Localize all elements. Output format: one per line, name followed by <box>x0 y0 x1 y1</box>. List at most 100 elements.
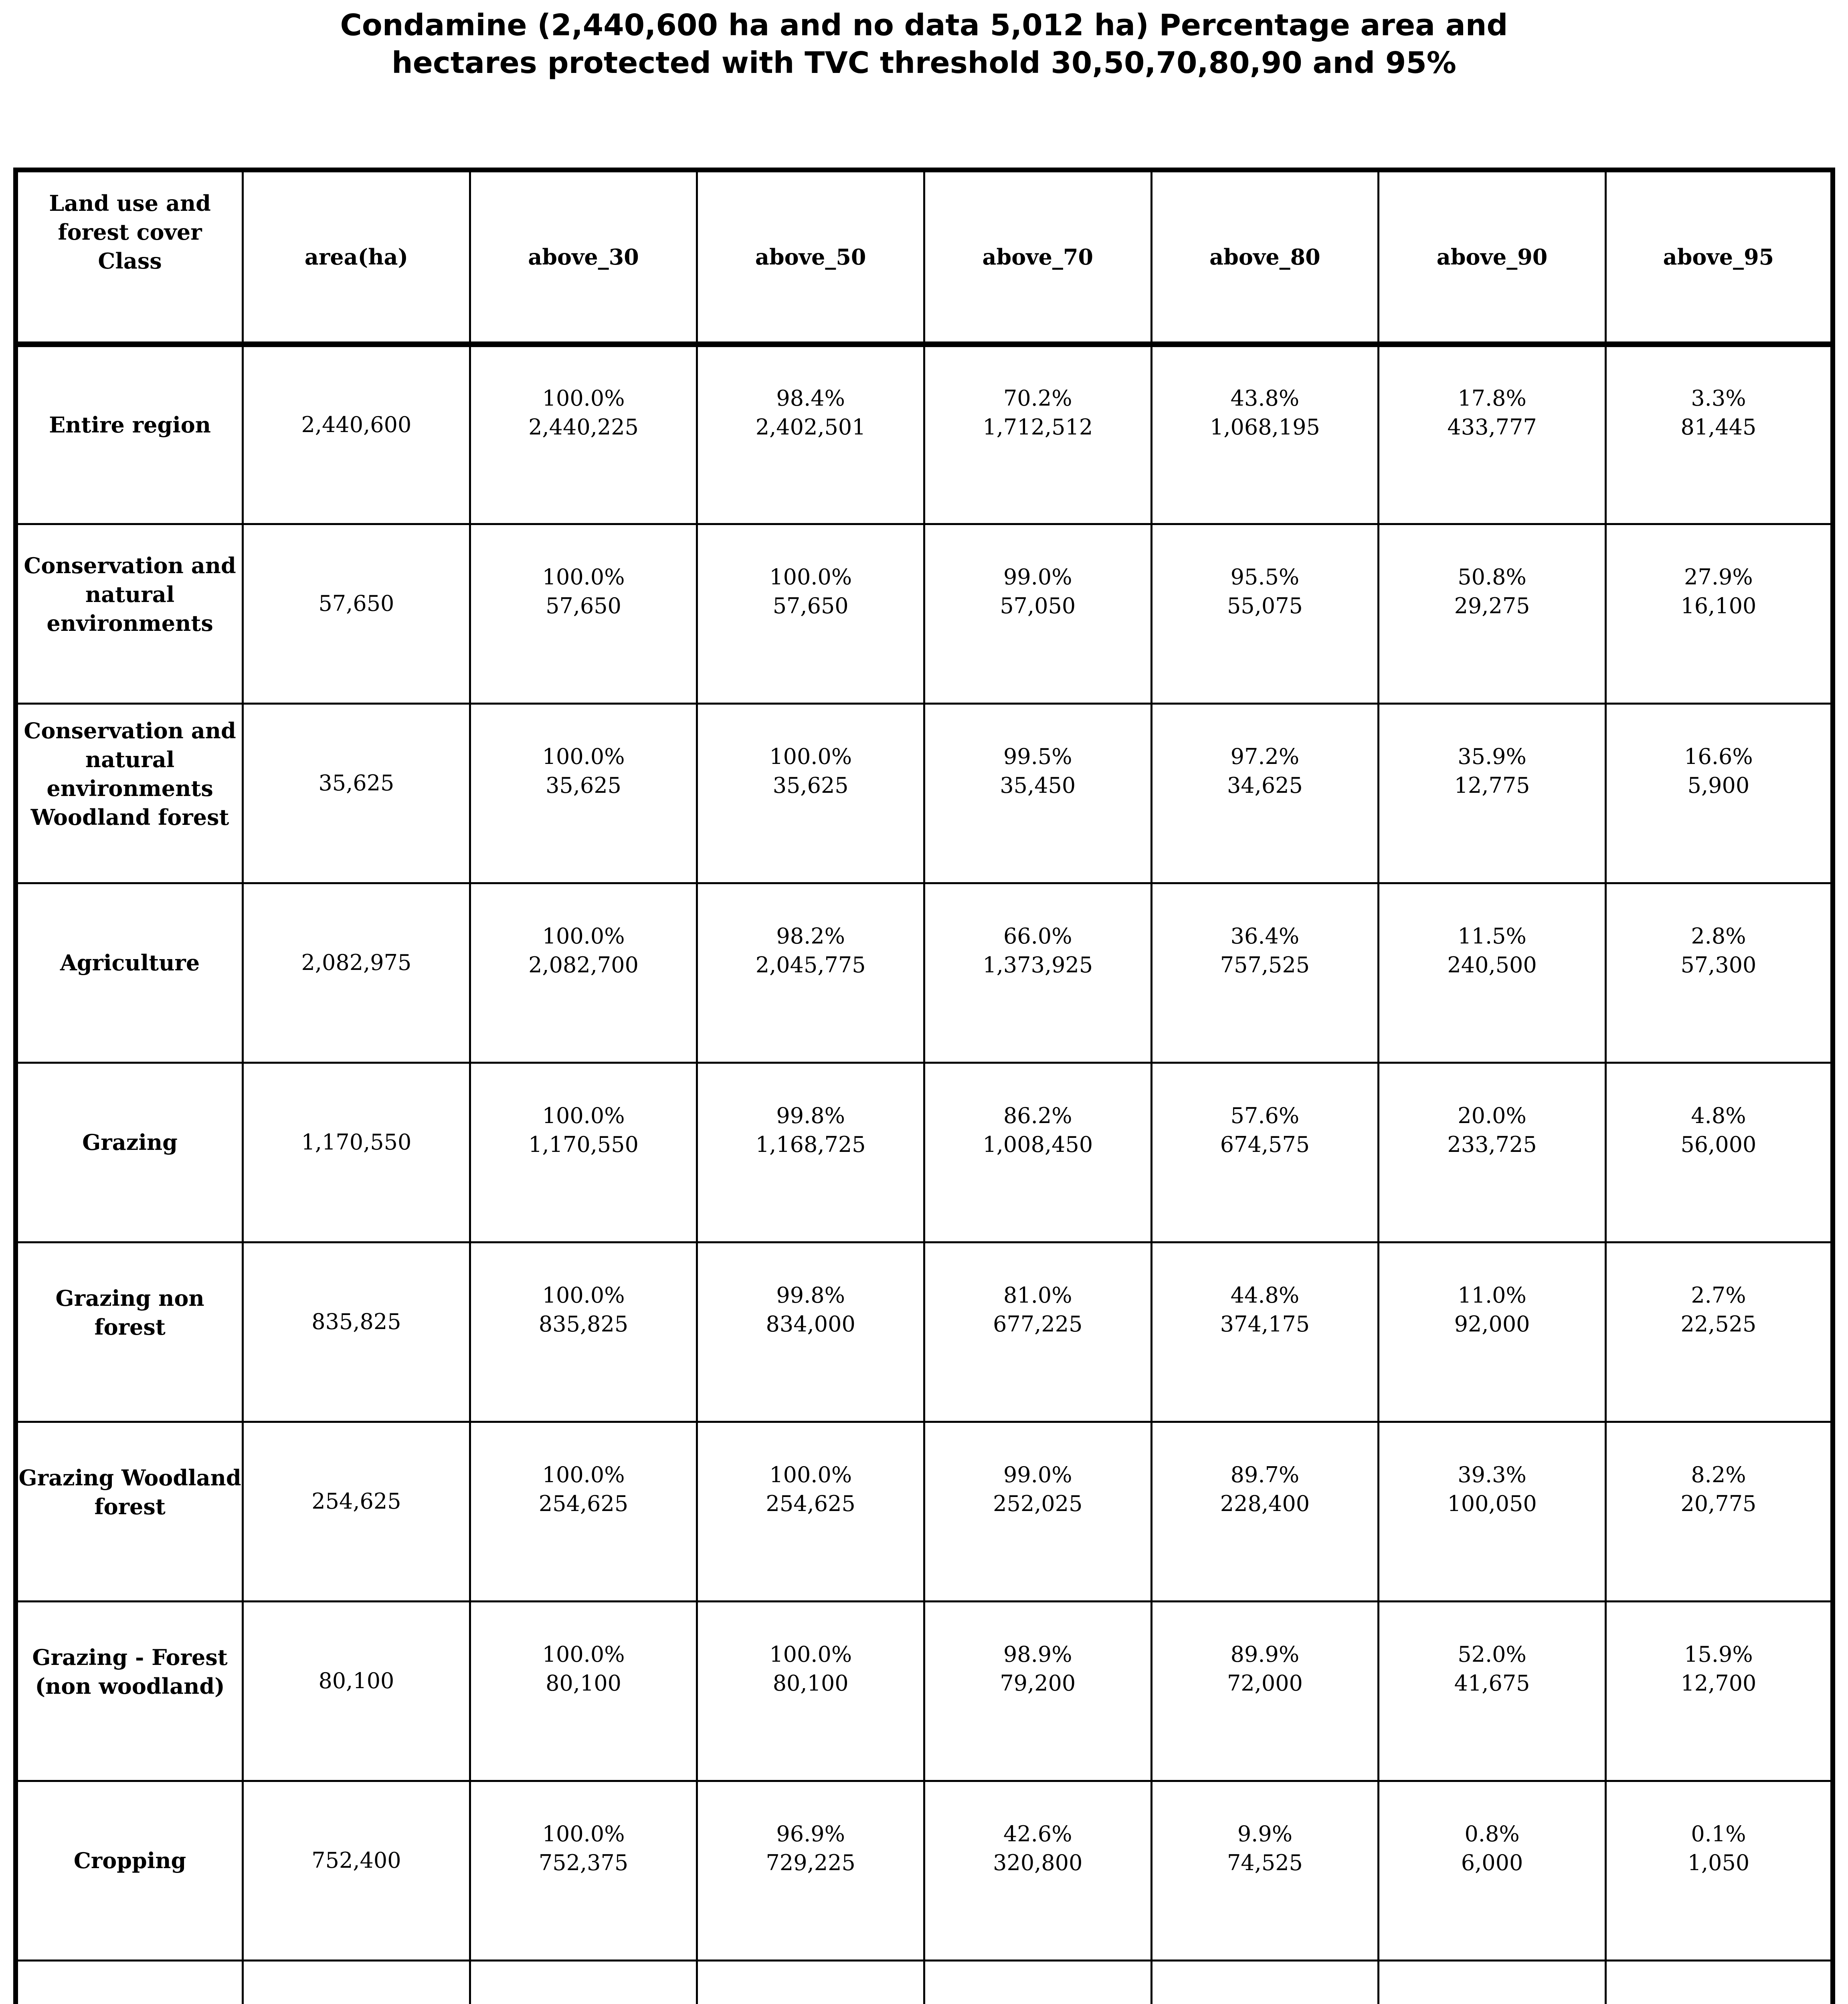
data-cell-above_70: 98.9% 79,200 <box>923 1600 1152 1782</box>
percent-value: 100.0% <box>542 1283 625 1308</box>
table-row: Conservation and natural environments 57,… <box>14 523 1834 705</box>
row-label-text: Entire region <box>49 412 211 438</box>
table-row: Conservation and natural environments Wo… <box>14 702 1834 884</box>
percent-value: 99.8% <box>776 1103 845 1128</box>
percent-value: 92.4% <box>698 1999 923 2004</box>
hectares-value: 233,725 <box>1447 1132 1537 1157</box>
data-cell-above_90: 35.9% 12,775 <box>1377 702 1607 884</box>
hectares-value: 1,050 <box>1687 1850 1750 1875</box>
pct-ha-block: 81.0% 677,225 <box>925 1281 1150 1339</box>
data-cell-above_95: 27.9% 16,100 <box>1604 523 1834 705</box>
percent-value: 0.8% <box>1464 1821 1520 1846</box>
pct-ha-block: 99.8%159,500 <box>471 1999 696 2004</box>
column-header-above-90: above_90 <box>1377 169 1607 347</box>
percent-value: 98.2% <box>776 923 845 949</box>
hectares-value: 74,525 <box>1227 1850 1303 1875</box>
pct-ha-block: 43.8% 1,068,195 <box>1152 384 1378 442</box>
page-title: Condamine (2,440,600 ha and no data 5,01… <box>340 8 1508 80</box>
pct-ha-block: 36.4% 757,525 <box>1152 922 1378 980</box>
percent-value: 96.9% <box>776 1821 845 1846</box>
percent-value: 98.4% <box>776 386 845 411</box>
hectares-value: 79,200 <box>1000 1671 1076 1696</box>
pct-ha-block: 97.2% 34,625 <box>1152 742 1378 800</box>
data-cell-above_95: 2.8% 57,300 <box>1604 882 1834 1064</box>
percent-value: 43.8% <box>1230 386 1300 411</box>
data-cell-above_30: 100.0% 35,625 <box>469 702 698 884</box>
hectares-value: 2,402,501 <box>755 414 866 440</box>
area-value: 2,082,975 <box>301 950 412 975</box>
area-value: 835,825 <box>311 1309 401 1334</box>
hectares-value: 35,625 <box>772 773 849 798</box>
data-cell-above_80: 89.7% 228,400 <box>1150 1420 1380 1602</box>
row-label: Irrigation <box>14 1959 244 2004</box>
data-cell-above_80: 9.9% 74,525 <box>1150 1780 1380 1962</box>
row-label: Grazing - Forest (non woodland) <box>14 1600 244 1782</box>
area-cell: 80,100 <box>242 1600 471 1782</box>
percent-value: 15.9% <box>1684 1642 1753 1667</box>
percent-value: 100.0% <box>542 564 625 590</box>
pct-ha-block: 0.5%750 <box>1379 1999 1605 2004</box>
hectares-value: 34,625 <box>1227 773 1303 798</box>
percent-value: 70.2% <box>1003 386 1072 411</box>
area-cell: 2,440,600 <box>242 343 471 525</box>
hectares-value: 1,008,450 <box>983 1132 1093 1157</box>
data-cell-above_90: 17.8% 433,777 <box>1377 343 1607 525</box>
area-cell: 254,625 <box>242 1420 471 1602</box>
data-cell-above_30: 100.0% 835,825 <box>469 1241 698 1423</box>
column-header-label: above_30 <box>528 244 639 270</box>
row-label: Conservation and natural environments <box>14 523 244 705</box>
data-cell-above_95: 15.9% 12,700 <box>1604 1600 1834 1782</box>
table-row: Entire region 2,440,600 100.0% 2,440,225 98.… <box>14 343 1834 525</box>
pct-ha-block: 100.0% 57,650 <box>471 563 696 620</box>
percent-value: 100.0% <box>542 1103 625 1128</box>
percent-value: 100.0% <box>542 386 625 411</box>
data-cell-above_90: 11.0% 92,000 <box>1377 1241 1607 1423</box>
percent-value: 8.2% <box>1691 1462 1746 1487</box>
percent-value: 99.8% <box>776 1283 845 1308</box>
pct-ha-block: 98.2% 2,045,775 <box>698 922 923 980</box>
table-header-row: Land use and forest cover Class area(ha) a… <box>14 169 1834 347</box>
data-cell-above_50: 100.0% 35,625 <box>696 702 925 884</box>
pct-ha-block: 86.2% 1,008,450 <box>925 1101 1150 1159</box>
area-value: 752,400 <box>311 1848 401 1873</box>
data-cell-above_90: 52.0% 41,675 <box>1377 1600 1607 1782</box>
hectares-value: 1,170,550 <box>528 1132 639 1157</box>
area-value: 254,625 <box>311 1489 401 1514</box>
data-cell-above_80: 5.2%8,375 <box>1150 1959 1380 2004</box>
pct-ha-block: 100.0% 80,100 <box>698 1640 923 1698</box>
percent-value: 57.6% <box>1230 1103 1300 1128</box>
data-cell-above_50: 100.0% 57,650 <box>696 523 925 705</box>
data-cell-above_50: 92.4%147,550 <box>696 1959 925 2004</box>
percent-value: 100.0% <box>769 564 852 590</box>
data-cell-above_30: 100.0% 1,170,550 <box>469 1061 698 1243</box>
hectares-value: 81,445 <box>1680 414 1757 440</box>
percent-value: 0.2% <box>1607 1999 1830 2004</box>
percent-value: 42.6% <box>1003 1821 1072 1846</box>
percent-value: 100.0% <box>542 923 625 949</box>
pct-ha-block: 96.9% 729,225 <box>698 1820 923 1877</box>
pct-ha-block: 100.0% 254,625 <box>698 1461 923 1518</box>
data-cell-above_70: 99.0% 252,025 <box>923 1420 1152 1602</box>
data-cell-above_95: 0.1% 1,050 <box>1604 1780 1834 1962</box>
hectares-value: 1,068,195 <box>1210 414 1320 440</box>
data-cell-above_80: 44.8% 374,175 <box>1150 1241 1380 1423</box>
hectares-value: 5,900 <box>1687 773 1750 798</box>
percent-value: 99.8% <box>471 1999 696 2004</box>
data-cell-above_70: 99.0% 57,050 <box>923 523 1152 705</box>
hectares-value: 22,525 <box>1680 1311 1757 1337</box>
row-label: Grazing non forest <box>14 1241 244 1423</box>
pct-ha-block: 2.8% 57,300 <box>1607 922 1830 980</box>
hectares-value: 57,300 <box>1680 952 1757 978</box>
table-row: Grazing - Forest (non woodland) 80,100 100… <box>14 1600 1834 1782</box>
table-row: Agriculture 2,082,975 100.0% 2,082,700 98.2%… <box>14 882 1834 1064</box>
pct-ha-block: 70.2% 1,712,512 <box>925 384 1150 442</box>
hectares-value: 12,775 <box>1454 773 1530 798</box>
area-cell: 35,625 <box>242 702 471 884</box>
percent-value: 99.0% <box>1003 1462 1072 1487</box>
pct-ha-block: 16.6% 5,900 <box>1607 742 1830 800</box>
column-header-label: area(ha) <box>304 244 408 270</box>
data-cell-above_90: 11.5% 240,500 <box>1377 882 1607 1064</box>
row-label: Conservation and natural environments Wo… <box>14 702 244 884</box>
table-row: Grazing non forest 835,825 100.0% 835,825 99… <box>14 1241 1834 1423</box>
pct-ha-block: 9.9% 74,525 <box>1152 1820 1378 1877</box>
